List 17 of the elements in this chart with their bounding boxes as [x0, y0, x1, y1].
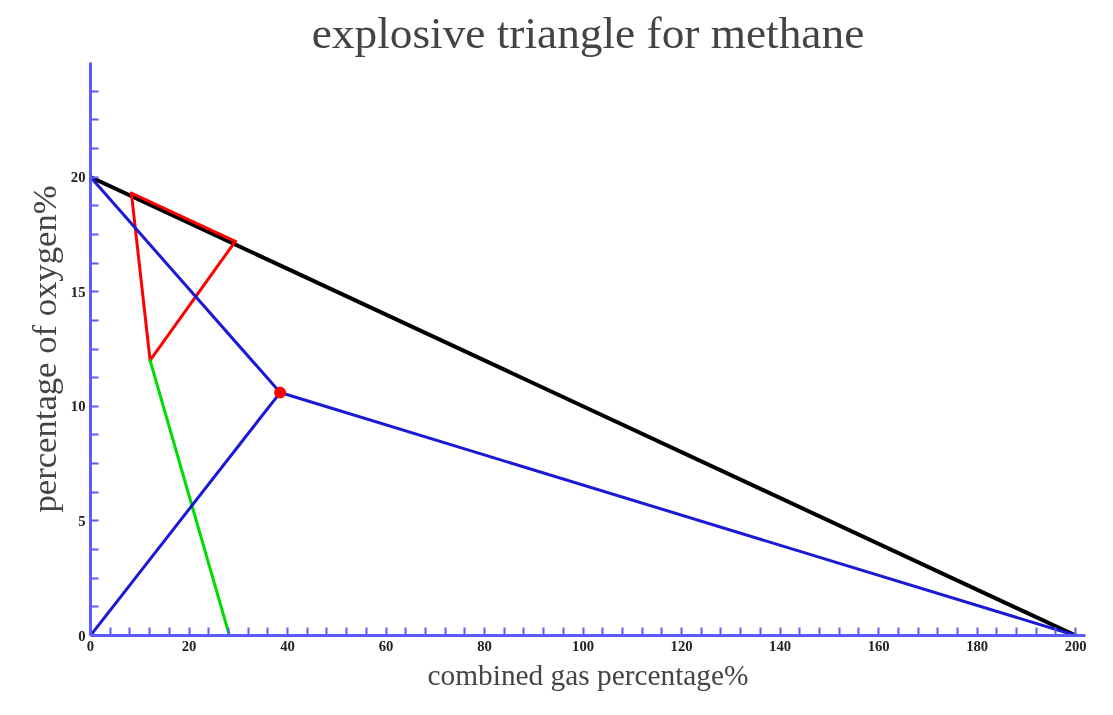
y-tick-label: 5: [78, 512, 86, 529]
x-tick-label: 140: [769, 637, 792, 654]
x-tick-label: 40: [280, 637, 295, 654]
chart-title: explosive triangle for methane: [311, 7, 865, 58]
y-axis-title: percentage of oxygen%: [24, 185, 63, 513]
y-tick-label: 20: [70, 169, 86, 186]
x-axis-title: combined gas percentage%: [427, 658, 749, 691]
y-tick-label: 10: [70, 398, 86, 415]
x-tick-label: 100: [572, 637, 595, 654]
x-tick-label: 200: [1064, 637, 1087, 654]
x-tick-label: 80: [477, 637, 492, 654]
y-tick-label: 15: [70, 283, 86, 300]
x-tick-label: 160: [867, 637, 890, 654]
x-tick-label: 180: [966, 637, 989, 654]
x-tick-label: 120: [670, 637, 693, 654]
x-tick-label: 20: [181, 637, 197, 654]
x-tick-label: 60: [378, 637, 394, 654]
